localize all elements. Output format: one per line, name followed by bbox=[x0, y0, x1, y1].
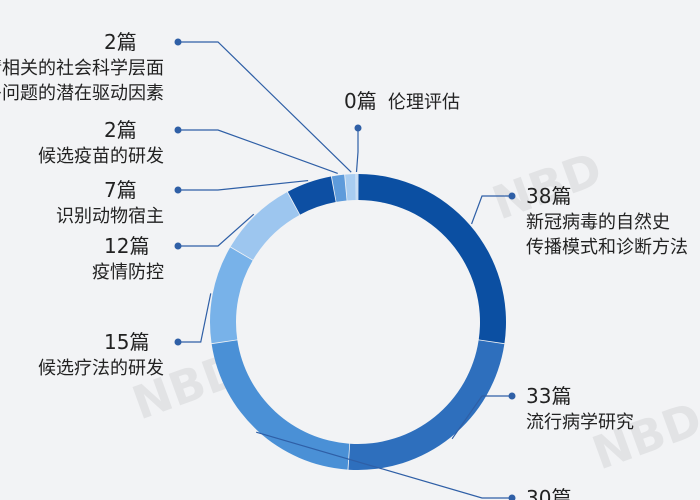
leader-line-7 bbox=[178, 41, 352, 173]
leader-line-2 bbox=[256, 431, 512, 499]
leader-line-6 bbox=[178, 129, 338, 174]
leader-dot-1 bbox=[508, 392, 516, 400]
leader-line-5 bbox=[178, 179, 309, 191]
donut-slice-6 bbox=[331, 174, 347, 202]
slice-label-group-8: 0篇 伦理评估 bbox=[344, 89, 460, 173]
slice-value-6: 2篇 bbox=[104, 118, 137, 142]
slice-label-0-line-1: 传播模式和诊断方法 bbox=[526, 237, 688, 258]
slice-label-8: 伦理评估 bbox=[388, 92, 460, 113]
slice-value-5: 7篇 bbox=[104, 178, 137, 202]
slice-value-3: 15篇 bbox=[104, 330, 149, 354]
donut-slice-7 bbox=[345, 174, 358, 201]
donut-slice-5 bbox=[287, 176, 336, 215]
slice-label-5-line-0: 识别动物宿主 bbox=[56, 206, 164, 227]
leader-line-0 bbox=[471, 195, 512, 225]
donut-slice-8 bbox=[355, 174, 358, 201]
slice-label-group-7: 2篇应对疫情相关的社会科学层面诸多问题的潜在驱动因素 bbox=[0, 30, 352, 173]
slice-value-8: 0篇 bbox=[344, 89, 377, 113]
slice-label-3-line-0: 候选疗法的研发 bbox=[38, 358, 164, 379]
slice-value-7: 2篇 bbox=[104, 30, 137, 54]
slice-label-1-line-0: 流行病学研究 bbox=[526, 412, 634, 433]
slice-value-0: 38篇 bbox=[526, 184, 571, 208]
slice-label-7-line-0: 应对疫情相关的社会科学层面 bbox=[0, 58, 164, 79]
leader-line-1 bbox=[451, 395, 512, 440]
donut-slice-4 bbox=[230, 192, 300, 260]
donut-slice-3 bbox=[209, 247, 253, 344]
leader-dot-4 bbox=[174, 242, 182, 250]
leader-dot-3 bbox=[174, 338, 182, 346]
leader-line-8 bbox=[355, 128, 359, 173]
slice-label-4-line-0: 疫情防控 bbox=[92, 262, 164, 283]
leader-dot-7 bbox=[174, 38, 182, 46]
leader-dot-5 bbox=[174, 186, 182, 194]
slice-label-0-line-0: 新冠病毒的自然史 bbox=[526, 212, 670, 233]
leader-dot-6 bbox=[174, 126, 182, 134]
slice-label-6-line-0: 候选疫苗的研发 bbox=[38, 146, 164, 167]
donut-slices bbox=[209, 174, 506, 470]
slice-value-2: 30篇 bbox=[526, 486, 571, 500]
slice-value-4: 12篇 bbox=[104, 234, 149, 258]
donut-slice-1 bbox=[348, 340, 505, 470]
watermark-2: NBD bbox=[585, 391, 700, 480]
leader-line-4 bbox=[178, 213, 255, 247]
slice-label-7-line-1: 诸多问题的潜在驱动因素 bbox=[0, 83, 164, 104]
slice-label-group-2: 30篇 bbox=[256, 431, 571, 500]
leader-line-3 bbox=[178, 293, 212, 343]
leader-dot-8 bbox=[354, 124, 362, 132]
donut-slice-2 bbox=[211, 340, 350, 470]
slice-value-1: 33篇 bbox=[526, 384, 571, 408]
leader-dot-2 bbox=[508, 494, 516, 500]
leader-dot-0 bbox=[508, 192, 516, 200]
donut-slice-0 bbox=[358, 174, 506, 344]
